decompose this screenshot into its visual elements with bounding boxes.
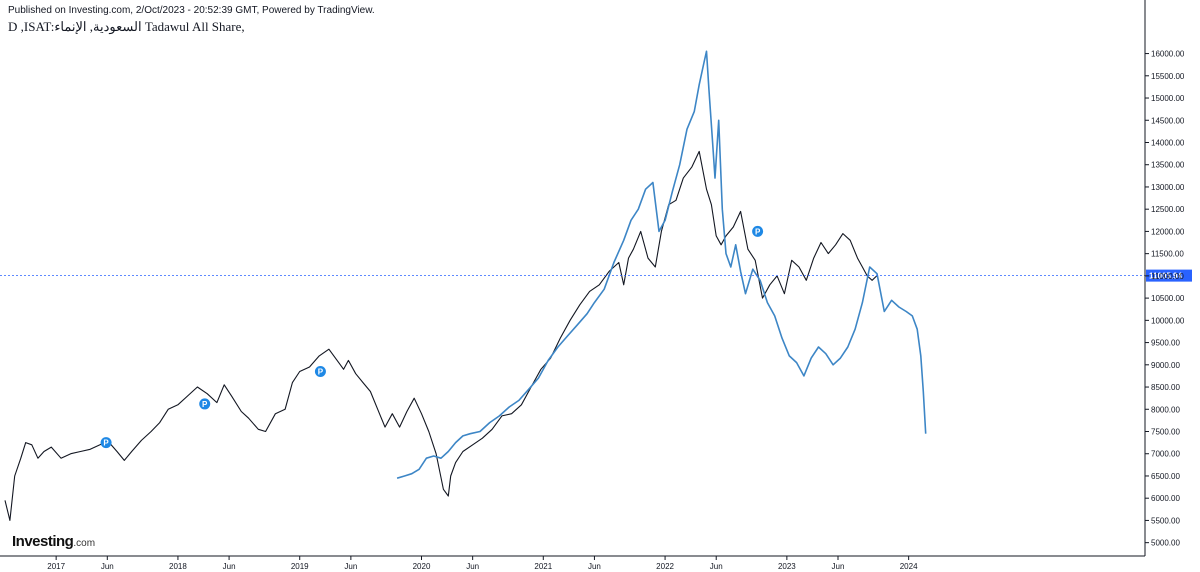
x-tick-label: Jun bbox=[344, 562, 357, 571]
series-line-blue bbox=[396, 50, 927, 479]
current-price-badge bbox=[1146, 269, 1192, 282]
x-tick-label: 2024 bbox=[900, 562, 918, 571]
y-tick-label: 12500.00 bbox=[1151, 205, 1185, 214]
x-tick-label: 2019 bbox=[291, 562, 309, 571]
y-tick-label: 7000.00 bbox=[1151, 450, 1180, 459]
y-tick-label: 10500.00 bbox=[1151, 294, 1185, 303]
x-tick-label: Jun bbox=[223, 562, 236, 571]
marker-dot bbox=[314, 365, 326, 377]
logo-brand: Investing bbox=[12, 533, 74, 550]
y-tick-label: 11500.00 bbox=[1151, 250, 1184, 259]
y-tick-label: 15500.00 bbox=[1151, 72, 1185, 81]
y-tick-label: 11000.00 bbox=[1151, 272, 1184, 281]
published-note: Published on Investing.com, 2/Oct/2023 -… bbox=[8, 5, 375, 16]
y-tick-label: 8000.00 bbox=[1151, 405, 1180, 414]
y-tick-label: 16000.00 bbox=[1151, 50, 1185, 59]
x-tick-label: Jun bbox=[588, 562, 601, 571]
y-tick-label: 6000.00 bbox=[1151, 494, 1180, 503]
y-tick-label: 10000.00 bbox=[1151, 316, 1185, 325]
x-tick-label: 2022 bbox=[656, 562, 674, 571]
x-tick-label: 2017 bbox=[47, 562, 65, 571]
x-tick-label: 2023 bbox=[778, 562, 796, 571]
marker-label: P bbox=[202, 400, 208, 409]
y-tick-label: 12000.00 bbox=[1151, 227, 1185, 236]
x-tick-label: Jun bbox=[832, 562, 845, 571]
marker-dot bbox=[199, 398, 211, 410]
x-tick-label: 2020 bbox=[413, 562, 431, 571]
y-tick-label: 9000.00 bbox=[1151, 361, 1180, 370]
x-tick-label: 2018 bbox=[169, 562, 187, 571]
y-tick-label: 5000.00 bbox=[1151, 539, 1180, 548]
y-tick-label: 15000.00 bbox=[1151, 94, 1185, 103]
symbol-title: D ,ISAT:السعودية, الإنماء Tadawul All Sh… bbox=[8, 19, 245, 34]
marker-label: P bbox=[318, 367, 324, 376]
x-tick-label: Jun bbox=[710, 562, 723, 571]
marker-label: P bbox=[755, 227, 761, 236]
y-tick-label: 6500.00 bbox=[1151, 472, 1180, 481]
logo-domain: .com bbox=[73, 538, 96, 549]
y-tick-label: 5500.00 bbox=[1151, 516, 1180, 525]
y-tick-label: 13500.00 bbox=[1151, 161, 1185, 170]
x-tick-label: 2021 bbox=[534, 562, 552, 571]
marker-dot bbox=[752, 225, 764, 237]
x-tick-label: Jun bbox=[466, 562, 479, 571]
y-tick-label: 9500.00 bbox=[1151, 339, 1180, 348]
marker-label: P bbox=[103, 439, 109, 448]
series-line-black bbox=[4, 150, 878, 521]
y-tick-label: 13000.00 bbox=[1151, 183, 1185, 192]
y-tick-label: 7500.00 bbox=[1151, 428, 1180, 437]
y-tick-label: 14000.00 bbox=[1151, 138, 1185, 147]
current-price-label: 11005.94 bbox=[1149, 272, 1182, 281]
x-tick-label: Jun bbox=[101, 562, 114, 571]
current-price-layer: 11005.94 bbox=[0, 269, 1192, 282]
y-tick-label: 8500.00 bbox=[1151, 383, 1180, 392]
y-tick-label: 14500.00 bbox=[1151, 116, 1185, 125]
investing-logo: Investing.com bbox=[12, 533, 95, 550]
marker-layer: P P P P bbox=[100, 225, 764, 449]
marker-dot bbox=[100, 437, 112, 449]
series-layer bbox=[4, 50, 927, 521]
